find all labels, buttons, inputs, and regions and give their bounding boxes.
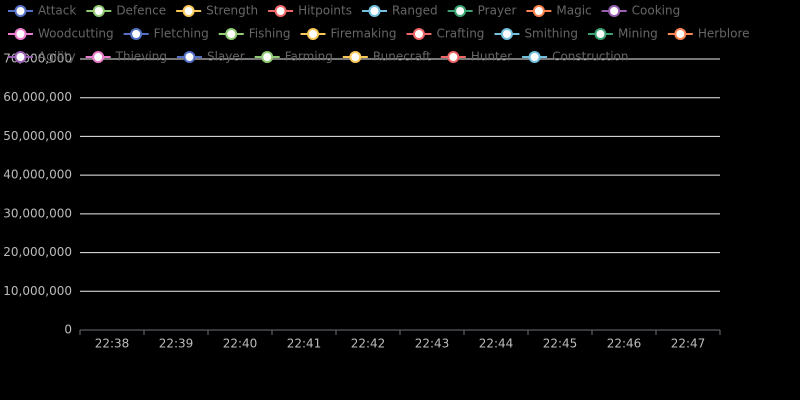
y-tick-label: 50,000,000 [3,129,72,143]
legend-icon [130,28,143,40]
x-tick-label: 22:41 [287,337,322,351]
x-tick-label: 22:40 [223,337,258,351]
legend-item[interactable]: Prayer [447,4,517,18]
legend-item[interactable]: Fletching [123,27,209,41]
legend-label: Attack [38,4,76,18]
legend-icon [14,5,27,17]
legend-label: Woodcutting [38,27,114,41]
legend-label: Fishing [249,27,291,41]
legend-icon [368,5,381,17]
legend-label: Hunter [471,50,512,64]
legend-label: Thieving [115,50,167,64]
legend-item[interactable]: Smithing [494,27,578,41]
legend-icon [274,5,287,17]
y-tick-label: 10,000,000 [3,284,72,298]
legend-item[interactable]: Defence [86,4,166,18]
legend-item[interactable]: Agility [8,50,76,64]
legend-icon [225,28,238,40]
x-tick-label: 22:46 [607,337,642,351]
x-tick-label: 22:44 [479,337,514,351]
legend-item[interactable]: Herblore [667,27,750,41]
legend-icon [92,51,105,63]
legend-icon [608,5,621,17]
x-tick-label: 22:43 [415,337,450,351]
legend-icon [594,28,607,40]
legend-item[interactable]: Magic [526,4,592,18]
legend-label: Magic [556,4,591,18]
x-tick-label: 22:42 [351,337,386,351]
legend-icon [412,28,425,40]
legend-icon [349,51,362,63]
legend-icon [528,51,541,63]
y-tick-label: 20,000,000 [3,245,72,259]
legend-item[interactable]: Runecraft [342,50,431,64]
legend-icon [261,51,274,63]
legend-label: Herblore [698,27,750,41]
legend-label: Farming [285,50,333,64]
legend-label: Crafting [436,27,484,41]
legend-item[interactable]: Farming [254,50,333,64]
legend-item[interactable]: Construction [522,50,628,64]
legend-label: Hitpoints [298,4,352,18]
x-tick-label: 22:38 [95,337,130,351]
legend-item[interactable]: Hunter [440,50,512,64]
y-tick-label: 40,000,000 [3,168,72,182]
legend-label: Agility [38,50,76,64]
legend-item[interactable]: Firemaking [300,27,397,41]
legend-item[interactable]: Strength [176,4,258,18]
legend-label: Firemaking [331,27,397,41]
legend-item[interactable]: Mining [587,27,658,41]
legend-item[interactable]: Hitpoints [268,4,352,18]
legend-icon [454,5,467,17]
legend-item[interactable]: Ranged [361,4,438,18]
legend-item[interactable]: Slayer [176,50,245,64]
legend-icon [182,5,195,17]
x-tick-label: 22:45 [543,337,578,351]
legend-icon [500,28,513,40]
legend-label: Ranged [392,4,438,18]
legend-label: Mining [618,27,658,41]
legend-label: Cooking [632,4,681,18]
legend-label: Defence [116,4,166,18]
legend-icon [307,28,320,40]
legend-label: Fletching [154,27,209,41]
legend-item[interactable]: Cooking [601,4,681,18]
legend-item[interactable]: Crafting [406,27,484,41]
legend-icon [674,28,687,40]
legend-label: Smithing [524,27,578,41]
x-tick-label: 22:47 [671,337,706,351]
legend-icon [532,5,545,17]
y-tick-label: 60,000,000 [3,90,72,104]
legend-label: Construction [552,50,628,64]
legend-label: Strength [206,4,258,18]
y-tick-label: 0 [64,323,72,337]
legend-item[interactable]: Fishing [218,27,291,41]
y-tick-label: 30,000,000 [3,206,72,220]
x-tick-label: 22:39 [159,337,194,351]
legend-icon [447,51,460,63]
legend-label: Prayer [478,4,517,18]
legend-item[interactable]: Attack [8,4,76,18]
legend-item[interactable]: Woodcutting [8,27,114,41]
legend-label: Slayer [207,50,245,64]
legend-icon [14,28,27,40]
legend-label: Runecraft [373,50,431,64]
legend-icon [183,51,196,63]
legend-item[interactable]: Thieving [85,50,167,64]
legend-icon [14,51,27,63]
legend-icon [92,5,105,17]
